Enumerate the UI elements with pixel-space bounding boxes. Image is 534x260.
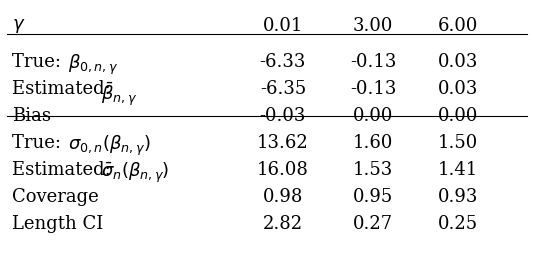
Text: -0.13: -0.13 — [350, 80, 396, 98]
Text: $\beta_{0,n,\gamma}$: $\beta_{0,n,\gamma}$ — [68, 53, 118, 77]
Text: 13.62: 13.62 — [257, 134, 309, 152]
Text: 1.50: 1.50 — [438, 134, 478, 152]
Text: Length CI: Length CI — [12, 215, 103, 233]
Text: Estimated:: Estimated: — [12, 161, 116, 179]
Text: 0.03: 0.03 — [438, 53, 478, 71]
Text: $\sigma_{0,n}(\beta_{n,\gamma})$: $\sigma_{0,n}(\beta_{n,\gamma})$ — [68, 134, 151, 158]
Text: 0.25: 0.25 — [438, 215, 478, 233]
Text: -0.03: -0.03 — [260, 107, 306, 125]
Text: $\bar{\sigma}_{n}(\beta_{n,\gamma})$: $\bar{\sigma}_{n}(\beta_{n,\gamma})$ — [101, 161, 170, 185]
Text: 16.08: 16.08 — [257, 161, 309, 179]
Text: 2.82: 2.82 — [263, 215, 303, 233]
Text: 0.93: 0.93 — [438, 188, 478, 206]
Text: Estimated:: Estimated: — [12, 80, 116, 98]
Text: 1.60: 1.60 — [353, 134, 394, 152]
Text: 6.00: 6.00 — [438, 17, 478, 35]
Text: $\bar{\beta}_{n,\gamma}$: $\bar{\beta}_{n,\gamma}$ — [101, 80, 137, 108]
Text: 0.03: 0.03 — [438, 80, 478, 98]
Text: Bias: Bias — [12, 107, 51, 125]
Text: 0.98: 0.98 — [263, 188, 303, 206]
Text: -0.13: -0.13 — [350, 53, 396, 71]
Text: 3.00: 3.00 — [353, 17, 394, 35]
Text: 0.00: 0.00 — [353, 107, 394, 125]
Text: True:: True: — [12, 134, 67, 152]
Text: 1.53: 1.53 — [353, 161, 394, 179]
Text: 0.27: 0.27 — [353, 215, 394, 233]
Text: -6.33: -6.33 — [260, 53, 306, 71]
Text: 1.41: 1.41 — [438, 161, 478, 179]
Text: -6.35: -6.35 — [260, 80, 306, 98]
Text: 0.95: 0.95 — [353, 188, 394, 206]
Text: True:: True: — [12, 53, 67, 71]
Text: Coverage: Coverage — [12, 188, 99, 206]
Text: 0.01: 0.01 — [263, 17, 303, 35]
Text: $\gamma$: $\gamma$ — [12, 17, 26, 35]
Text: 0.00: 0.00 — [438, 107, 478, 125]
